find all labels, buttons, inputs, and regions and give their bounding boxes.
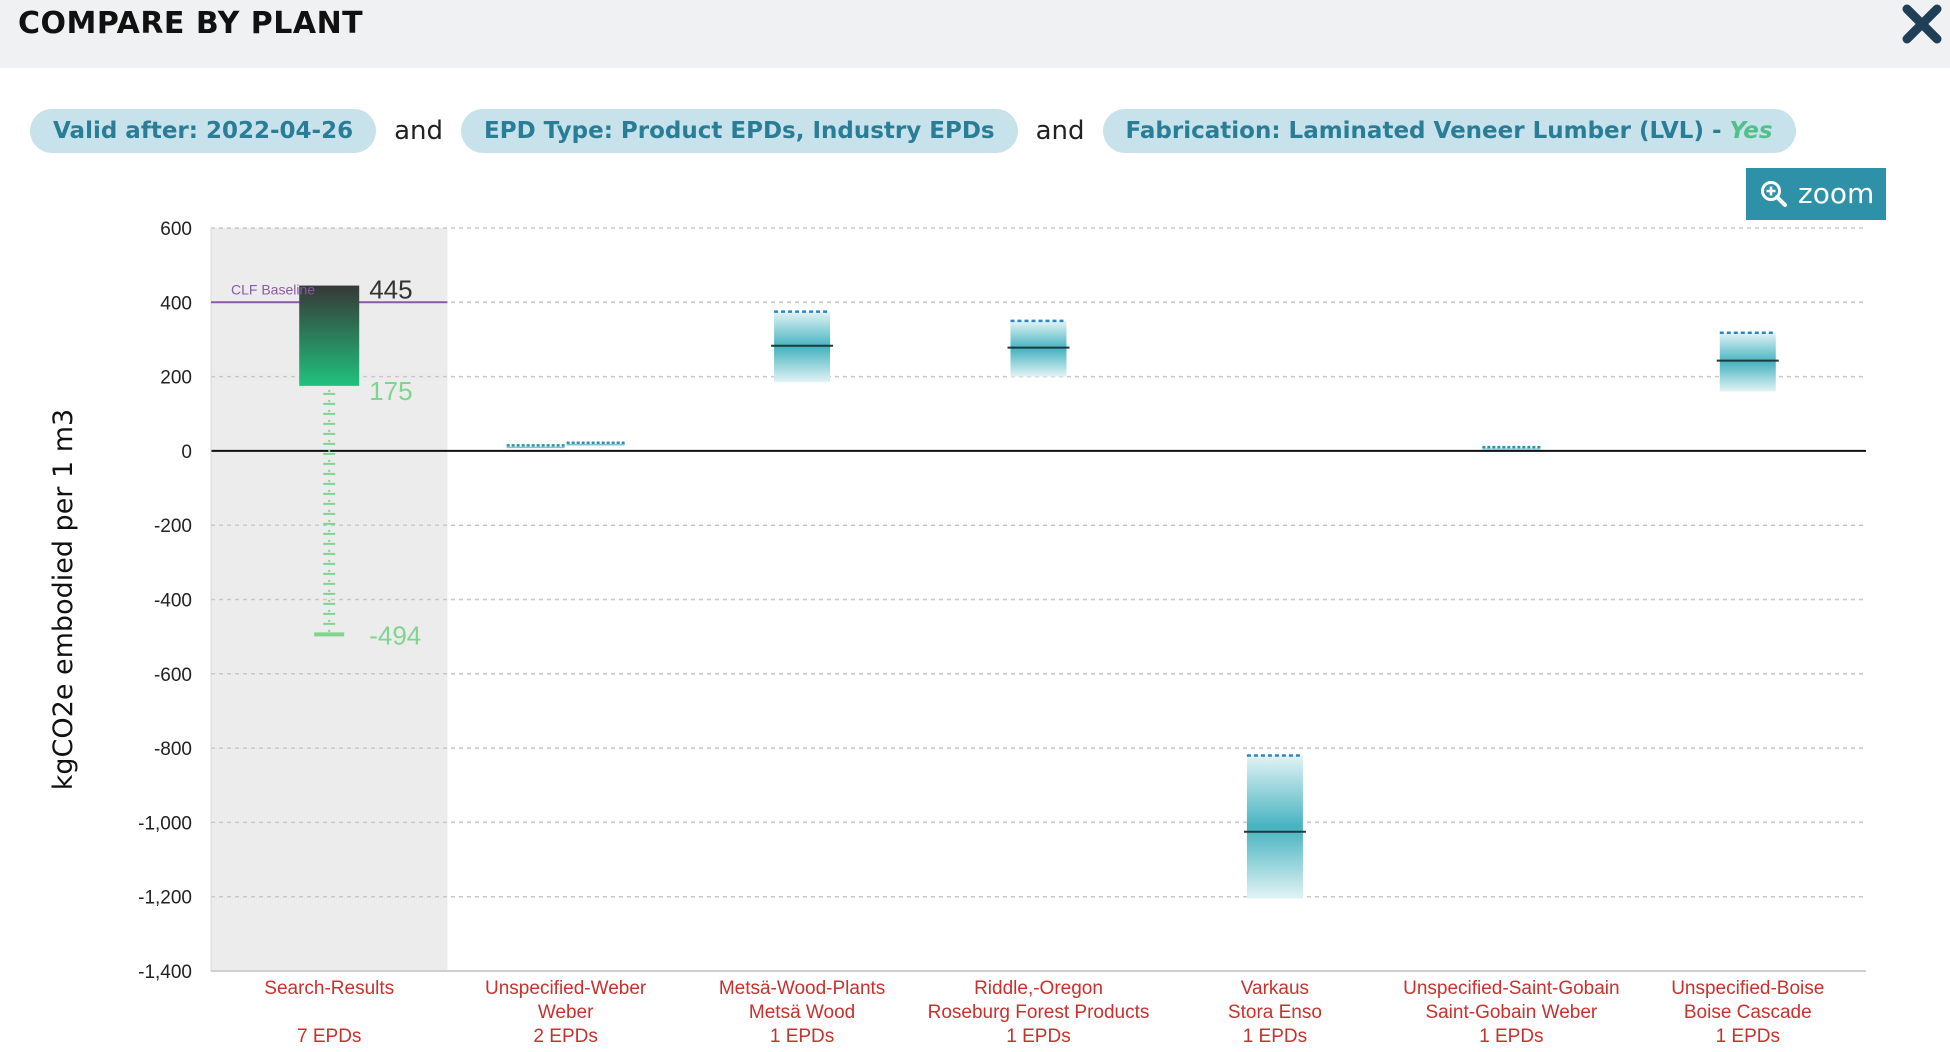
filter-pill-valid-after[interactable]: Valid after: 2022-04-26 <box>30 109 377 153</box>
x-category-company: Stora Enso <box>1228 1002 1322 1023</box>
y-tick-label: -400 <box>154 591 192 612</box>
filter-conjunction: and <box>394 116 444 146</box>
plant-box <box>1246 755 1303 899</box>
filter-label: Fabrication: Laminated Veneer Lumber (LV… <box>1125 118 1730 144</box>
x-category-company: Roseburg Forest Products <box>928 1002 1150 1023</box>
modal-header: COMPARE BY PLANT <box>0 0 1950 68</box>
high-value-label: 445 <box>369 275 412 305</box>
plant-box <box>774 311 831 383</box>
x-category-count: 1 EPDs <box>770 1026 834 1047</box>
x-category-count: 1 EPDs <box>1243 1026 1307 1047</box>
filter-label: Valid after: 2022-04-26 <box>53 118 354 144</box>
plant-box <box>1719 332 1776 392</box>
filter-conjunction: and <box>1035 116 1085 146</box>
x-category-count: 2 EPDs <box>533 1026 597 1047</box>
mid-value-label: 175 <box>369 376 412 406</box>
x-category-count: 1 EPDs <box>1479 1026 1543 1047</box>
filter-label: EPD Type: Product EPDs, Industry EPDs <box>484 118 995 144</box>
y-tick-label: 0 <box>181 442 192 463</box>
y-tick-label: 600 <box>160 219 192 240</box>
y-tick-label: -1,400 <box>138 962 192 983</box>
zoom-button[interactable]: zoom <box>1746 168 1886 220</box>
x-category-name: Varkaus <box>1241 978 1309 999</box>
y-tick-label: -1,200 <box>138 888 192 909</box>
y-tick-label: -200 <box>154 516 192 537</box>
y-tick-label: -800 <box>154 739 192 760</box>
x-category-company: Metsä Wood <box>749 1002 855 1023</box>
x-category-name: Metsä-Wood-Plants <box>719 978 886 999</box>
zoom-label: zoom <box>1798 177 1875 210</box>
search-results-bar <box>299 285 360 386</box>
x-category-name: Unspecified-Weber <box>485 978 647 999</box>
x-category-count: 1 EPDs <box>1006 1026 1070 1047</box>
filter-pill-fabrication[interactable]: Fabrication: Laminated Veneer Lumber (LV… <box>1102 109 1796 153</box>
plant-box <box>1010 320 1067 377</box>
x-category-name: Riddle,-Oregon <box>974 978 1103 999</box>
x-category-name: Search-Results <box>264 978 394 999</box>
y-tick-label: -1,000 <box>138 813 192 834</box>
x-category-company: Saint-Gobain Weber <box>1425 1002 1597 1023</box>
x-category-count: 1 EPDs <box>1716 1026 1780 1047</box>
x-category-company: Boise Cascade <box>1684 1002 1812 1023</box>
x-category-count: 7 EPDs <box>297 1026 361 1047</box>
clf-baseline-label: CLF Baseline <box>231 281 315 297</box>
x-category-name: Unspecified-Saint-Gobain <box>1403 978 1620 999</box>
x-category-company: Weber <box>538 1002 594 1023</box>
y-axis-label: kgCO2e embodied per 1 m3 <box>48 409 79 790</box>
zoom-in-icon <box>1761 181 1787 207</box>
y-tick-label: 400 <box>160 293 192 314</box>
filter-bar: Valid after: 2022-04-26 and EPD Type: Pr… <box>30 108 1796 154</box>
y-tick-label: -600 <box>154 665 192 686</box>
filter-pill-epd-type[interactable]: EPD Type: Product EPDs, Industry EPDs <box>461 109 1018 153</box>
x-category-name: Unspecified-Boise <box>1671 978 1824 999</box>
low-value-label: -494 <box>369 620 421 650</box>
page-title: COMPARE BY PLANT <box>18 6 364 41</box>
close-icon[interactable] <box>1898 0 1946 50</box>
y-tick-label: 200 <box>160 368 192 389</box>
filter-value-yes: Yes <box>1729 118 1773 144</box>
